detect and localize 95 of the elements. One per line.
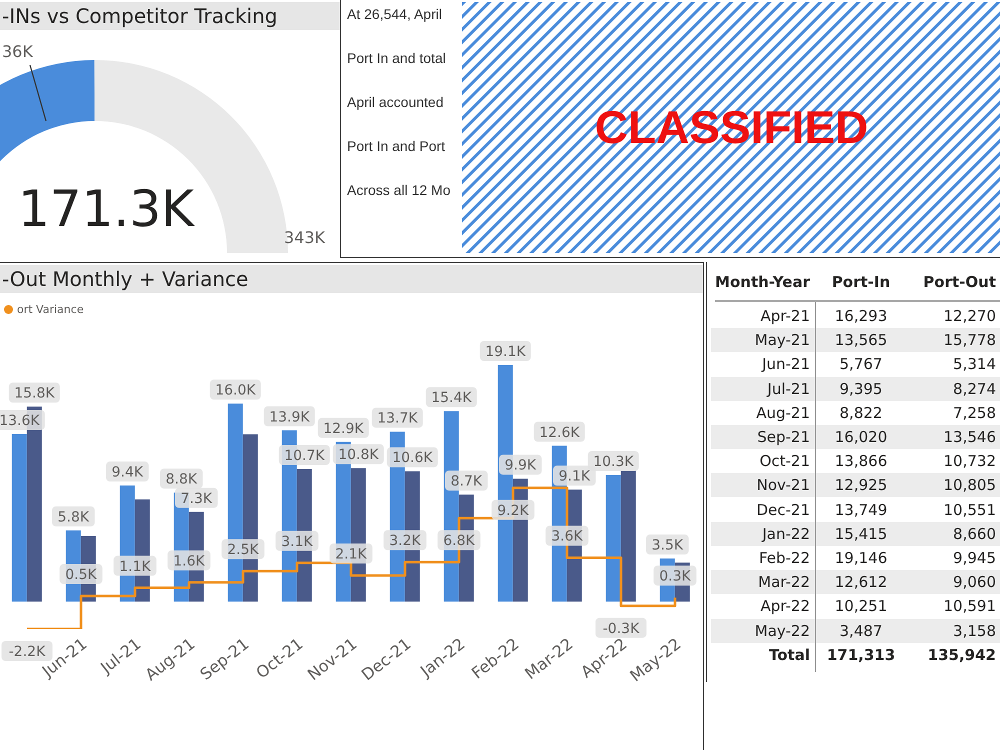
data-label: 5.8K [58,509,90,526]
text: 10,591 [944,596,996,618]
text: 8,660 [953,524,996,545]
text: 10,551 [944,500,996,521]
text: 10,251 [834,596,888,618]
text: 13,749 [834,500,888,521]
data-label: 9.9K [504,458,537,474]
text: At 26,544, April [347,6,442,22]
data-label: 9.1K [558,468,591,485]
data-label: 10.8K [338,447,380,464]
text: 3,158 [953,620,996,642]
data-label: 10.7K [284,448,326,464]
data-label: 10.6K [392,450,434,466]
text: Nov-21 [756,475,810,496]
text: 15,415 [834,524,888,545]
chart-title: -INs vs Competitor Tracking [0,2,340,30]
text: 13,546 [944,427,996,448]
data-label: 3.6K [551,528,584,545]
data-label: 3.5K [652,538,684,554]
data-label: 7.3K [180,490,213,507]
text: 12,612 [834,572,888,594]
text: Apr-21 [760,306,810,327]
data-label: 3.2K [389,533,422,550]
text: 343K [284,228,326,247]
data-label: 19.1K [485,344,526,360]
text: 171.3K [18,180,194,238]
chart-title: -Out Monthly + Variance [0,265,703,293]
data-label: -0.3K [602,620,640,637]
data-label: 9.2K [497,502,530,519]
data-label: 6.8K [443,533,476,550]
text: Oct-21 [760,451,810,472]
legend-label: ort Variance [16,303,84,316]
text: 135,942 [928,644,996,666]
text: May-21 [754,330,810,352]
data-label: 10.3K [593,454,634,470]
text: 12,925 [834,475,888,496]
text: Jan-22 [762,524,810,545]
data-label: 15.4K [431,390,472,406]
text: 9,395 [838,378,884,400]
text: Port In and total [347,50,446,66]
text: 10,805 [944,475,996,496]
data-label: 0.5K [65,567,98,584]
text: 9,945 [953,548,996,569]
data-label: 13.9K [269,409,310,426]
text: Dec-21 [756,500,810,521]
text: 16,020 [834,427,888,448]
text: 36K [2,42,33,61]
text: Port-In [830,272,892,293]
data-label: 12.6K [539,424,580,441]
text: April accounted [347,94,444,110]
data-label: 1.6K [173,553,206,570]
data-label: 16.0K [215,382,256,399]
text: 5,767 [838,354,884,376]
text: Sep-21 [757,427,810,448]
text: 15,778 [944,330,996,352]
text: Jun-21 [762,354,810,376]
data-label: 1.1K [119,558,152,575]
data-label: 12.9K [323,420,364,437]
text: 8,822 [838,402,884,424]
text: 8,274 [953,378,996,400]
text: 10,732 [944,451,996,472]
data-label: 3.1K [281,534,314,550]
text: Aug-21 [756,402,810,424]
text: 5,314 [953,354,996,376]
text: 16,293 [834,306,888,327]
text: 9,060 [953,572,996,594]
data-label: 13.7K [377,410,418,427]
bar [606,474,621,602]
data-label: 8.8K [166,472,198,488]
text: Across all 12 Mo [347,182,450,198]
text: 19,146 [834,548,888,569]
data-label: 2.1K [335,546,368,562]
text: Total [769,644,810,666]
bar [12,434,27,602]
data-label: 8.7K [450,474,483,490]
data-label: 15.8K [14,386,56,402]
text: Mar-22 [758,572,810,594]
text: Apr-22 [760,596,810,618]
text: Month-Year [715,272,810,293]
text: 12,270 [944,306,996,327]
text: Feb-22 [758,548,810,569]
text: 171,313 [826,644,896,666]
text: Jul-21 [767,378,810,400]
text: 13,565 [834,330,888,352]
data-label: 0.3K [659,568,692,585]
text: Port-Out [923,272,996,293]
text: 13,866 [834,451,888,472]
data-label: 13.6K [0,412,40,429]
text: Port In and Port [347,138,446,154]
data-label: 2.5K [227,542,260,558]
text: 3,487 [838,620,884,642]
text: May-22 [754,620,810,642]
text: 7,258 [953,402,996,424]
bar [620,470,636,602]
data-label: 9.4K [112,464,144,481]
